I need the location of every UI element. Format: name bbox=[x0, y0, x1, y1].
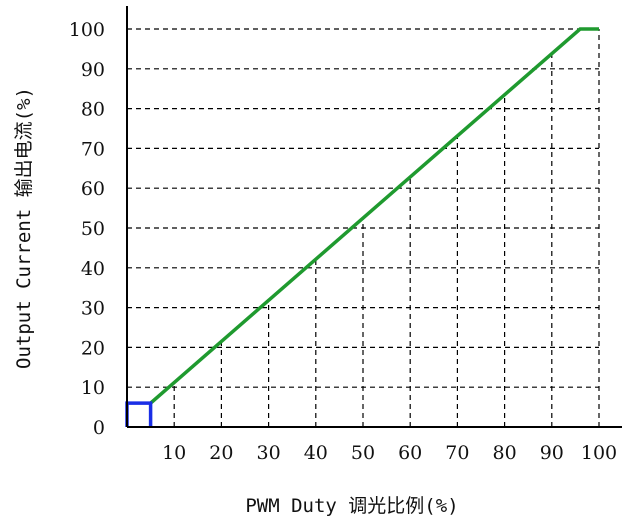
y-tick-label: 60 bbox=[81, 178, 105, 200]
y-tick-label: 10 bbox=[81, 377, 105, 399]
x-tick-label: 60 bbox=[398, 442, 422, 464]
x-tick-label: 90 bbox=[540, 442, 564, 464]
x-tick-label: 70 bbox=[445, 442, 469, 464]
y-tick-label: 30 bbox=[81, 298, 105, 320]
y-tick-label: 20 bbox=[81, 337, 105, 359]
x-tick-label: 80 bbox=[493, 442, 517, 464]
x-axis-title: PWM Duty 调光比例(%) bbox=[245, 495, 458, 517]
x-tick-label: 20 bbox=[209, 442, 233, 464]
x-tick-label: 40 bbox=[304, 442, 328, 464]
x-tick-label: 30 bbox=[257, 442, 281, 464]
y-tick-label: 0 bbox=[93, 417, 105, 439]
y-tick-label: 80 bbox=[81, 99, 105, 121]
y-tick-label: 50 bbox=[81, 218, 105, 240]
x-tick-label: 50 bbox=[351, 442, 375, 464]
output-current-line bbox=[149, 27, 599, 405]
y-tick-label: 90 bbox=[81, 59, 105, 81]
x-tick-label: 100 bbox=[581, 442, 617, 464]
y-tick-label: 70 bbox=[81, 138, 105, 160]
y-axis-title: Output Current 输出电流(%) bbox=[13, 87, 35, 369]
x-tick-label: 10 bbox=[162, 442, 186, 464]
tick-labels: 0 10 20 30 40 50 60 70 80 90 100 10 20 30 40 50 60 70 80 90… bbox=[69, 19, 617, 464]
low-duty-step-line bbox=[125, 401, 153, 427]
y-tick-label: 40 bbox=[81, 258, 105, 280]
y-tick-label: 100 bbox=[69, 19, 105, 41]
grid bbox=[127, 28, 600, 427]
